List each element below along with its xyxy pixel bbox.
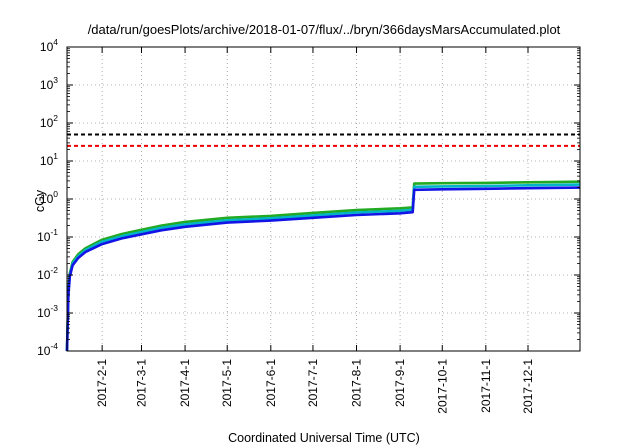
x-tick-label: 2017-2-1 [95, 359, 109, 407]
y-tick-label: 100 [40, 189, 58, 206]
y-axis-label: cGy [33, 189, 47, 212]
y-tick-label: 10-4 [37, 341, 58, 358]
reference-lines [67, 133, 580, 147]
series-line [65, 186, 581, 352]
x-axis: 2017-2-1 2017-3-1 2017-4-1 2017-5-1 2017-6-1… [95, 47, 535, 414]
y-tick-label: 10-1 [37, 227, 58, 244]
y-tick-label: 104 [40, 37, 58, 54]
series-line [65, 180, 581, 352]
x-tick-label: 2017-3-1 [134, 359, 148, 407]
y-tick-label: 10-2 [37, 265, 58, 282]
y-tick-label: 10-3 [37, 303, 58, 320]
x-tick-label: 2017-8-1 [350, 359, 364, 407]
x-tick-label: 2017-9-1 [393, 359, 407, 407]
x-tick-label: 2017-10-1 [435, 359, 449, 414]
grid [67, 47, 580, 351]
y-tick-label: 102 [40, 113, 58, 130]
x-tick-label: 2017-6-1 [264, 359, 278, 407]
x-tick-label: 2017-5-1 [220, 359, 234, 407]
series-line [65, 183, 581, 352]
y-tick-label: 101 [40, 151, 58, 168]
x-tick-label: 2017-12-1 [521, 359, 535, 414]
series-lines [65, 180, 581, 352]
x-axis-label: Coordinated Universal Time (UTC) [228, 431, 420, 445]
x-tick-label: 2017-11-1 [479, 359, 493, 413]
x-tick-label: 2017-4-1 [178, 359, 192, 407]
y-axis: 10-4 10-3 10-2 10-1 100 101 102 103 104 [37, 37, 580, 358]
y-tick-label: 103 [40, 75, 58, 92]
x-tick-label: 2017-7-1 [306, 359, 320, 407]
chart-title: /data/run/goesPlots/archive/2018-01-07/f… [88, 22, 561, 37]
